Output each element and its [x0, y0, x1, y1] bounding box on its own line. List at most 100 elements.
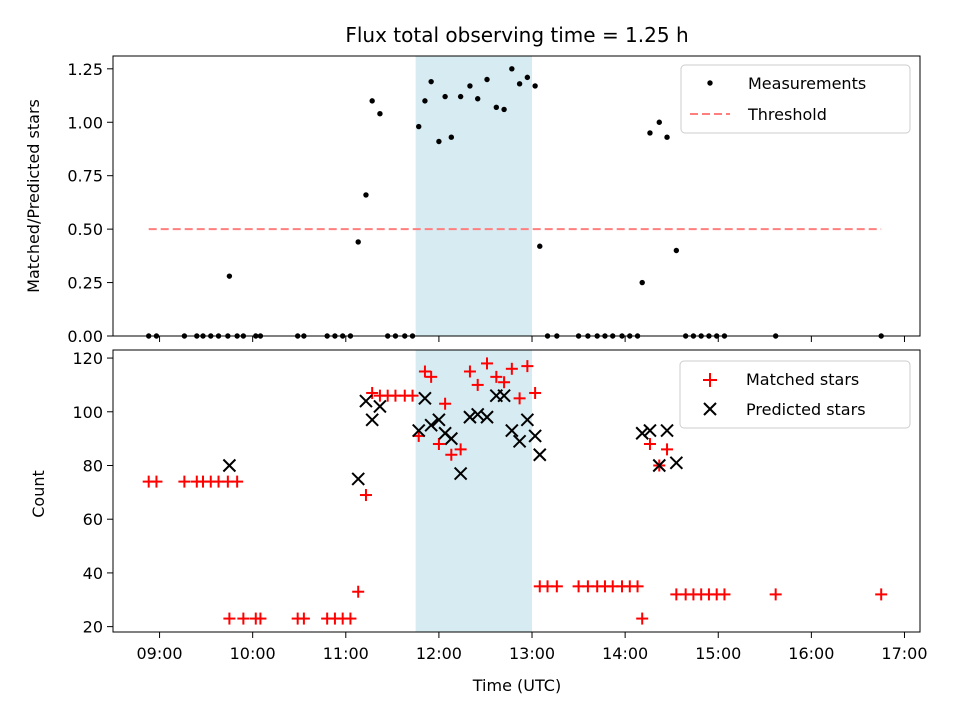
measurement-point — [639, 279, 645, 286]
predicted-star-point — [418, 391, 432, 406]
predicted-star-point — [497, 388, 511, 403]
matched-star-point — [643, 438, 656, 450]
matched-star-point — [505, 362, 518, 375]
measurement-point — [442, 93, 448, 100]
measurement-point — [516, 81, 523, 87]
legend-measurements-label: Measurements — [748, 74, 866, 93]
predicted-star-point — [520, 413, 535, 427]
x-tick-label: 09:00 — [137, 644, 183, 663]
measurement-point — [493, 104, 500, 110]
matched-star-point — [875, 588, 888, 601]
top-y-tick-label: 0.50 — [67, 220, 103, 239]
measurement-point — [664, 134, 670, 140]
predicted-star-point — [463, 410, 477, 424]
matched-star-point — [439, 397, 452, 410]
matched-star-point — [636, 612, 649, 625]
measurement-point — [457, 93, 464, 100]
matched-star-point — [463, 365, 476, 378]
x-tick-label: 15:00 — [695, 644, 741, 663]
matched-star-point — [490, 370, 503, 383]
top-panel: 0.00 0.25 0.50 0.75 1.00 1.25 Matched/Predict… — [24, 55, 921, 346]
matched-star-point — [529, 386, 542, 399]
measurement-point — [363, 192, 369, 198]
measurement-point — [501, 106, 507, 113]
measurement-point — [428, 78, 434, 85]
matched-star-point — [445, 448, 458, 461]
predicted-star-point — [222, 458, 237, 473]
bottom-y-tick-label: 120 — [72, 349, 103, 368]
top-legend-box — [680, 64, 911, 134]
predicted-star-point — [365, 413, 379, 427]
predicted-star-point — [412, 423, 426, 438]
bottom-legend: Matched stars Predicted stars — [679, 360, 911, 429]
matched-star-point — [661, 443, 674, 456]
legend-predicted-label: Predicted stars — [746, 400, 866, 419]
matched-star-point — [406, 389, 419, 402]
bottom-plot-frame — [112, 349, 921, 633]
bottom-y-tick-label: 20 — [83, 618, 103, 637]
measurement-point — [509, 66, 515, 72]
bottom-y-tick-label: 40 — [83, 564, 103, 583]
predicted-star-point — [533, 448, 547, 462]
matched-star-point — [359, 489, 372, 502]
measurement-point — [369, 98, 375, 104]
matched-star-point — [254, 612, 267, 625]
predicted-star-point — [528, 429, 542, 443]
legend-matched-label: Matched stars — [746, 370, 859, 389]
measurement-point — [448, 134, 455, 140]
measurement-point — [524, 74, 531, 81]
matched-star-point — [481, 357, 494, 370]
legend-predicted-marker — [703, 402, 717, 416]
measurement-point — [226, 273, 233, 279]
matched-star-point — [418, 365, 431, 378]
x-tick-label: 13:00 — [509, 644, 555, 663]
matched-star-point — [150, 475, 163, 488]
matched-star-point — [454, 443, 467, 456]
x-tick-label: 11:00 — [323, 644, 369, 663]
top-y-axis-label: Matched/Predicted stars — [24, 99, 43, 293]
predicted-star-point — [432, 413, 446, 427]
predicted-star-point — [635, 426, 649, 440]
measurement-point — [355, 239, 361, 245]
top-y-tick-label: 0.75 — [67, 167, 103, 186]
top-y-tick-label: 1.25 — [67, 60, 103, 79]
measurement-point — [532, 83, 538, 89]
measurement-point — [377, 111, 383, 117]
predicted-star-point — [669, 456, 684, 470]
predicted-star-point — [351, 472, 365, 486]
predicted-star-point — [424, 418, 438, 432]
top-x-axis-ticks — [159, 336, 905, 342]
top-y-tick-label: 0.25 — [67, 274, 103, 293]
matched-star-point — [231, 475, 244, 488]
bottom-y-tick-label: 60 — [83, 510, 103, 529]
predicted-star-point — [512, 434, 527, 449]
predicted-star-point — [444, 431, 459, 446]
measurement-point — [537, 243, 543, 249]
matched-star-point — [521, 360, 534, 373]
measurement-point — [647, 130, 653, 136]
matched-star-point — [631, 580, 644, 593]
legend-threshold-label: Threshold — [747, 105, 827, 124]
bottom-y-axis-ticks: 20 40 60 80 100 120 — [72, 349, 113, 637]
matched-star-point — [513, 392, 526, 405]
matched-star-point — [425, 370, 438, 383]
top-legend: Measurements Threshold — [680, 64, 911, 134]
x-tick-label: 10:00 — [230, 644, 276, 663]
matched-star-point — [471, 378, 484, 391]
bottom-legend-box — [679, 360, 911, 429]
predicted-star-point — [505, 423, 519, 438]
matched-star-point — [344, 612, 357, 625]
predicted-star-point — [660, 423, 674, 438]
x-tick-label: 14:00 — [602, 644, 648, 663]
measurement-point — [422, 98, 428, 104]
predicted-star-point — [373, 399, 387, 414]
bottom-highlight-span — [415, 350, 533, 632]
top-highlight-span — [415, 56, 533, 336]
matched-star-point — [432, 438, 445, 450]
matched-star-point — [237, 612, 250, 625]
x-tick-label: 16:00 — [788, 644, 834, 663]
bottom-y-tick-label: 100 — [72, 403, 103, 422]
measurement-point — [484, 76, 490, 83]
matched-star-point — [769, 588, 782, 601]
